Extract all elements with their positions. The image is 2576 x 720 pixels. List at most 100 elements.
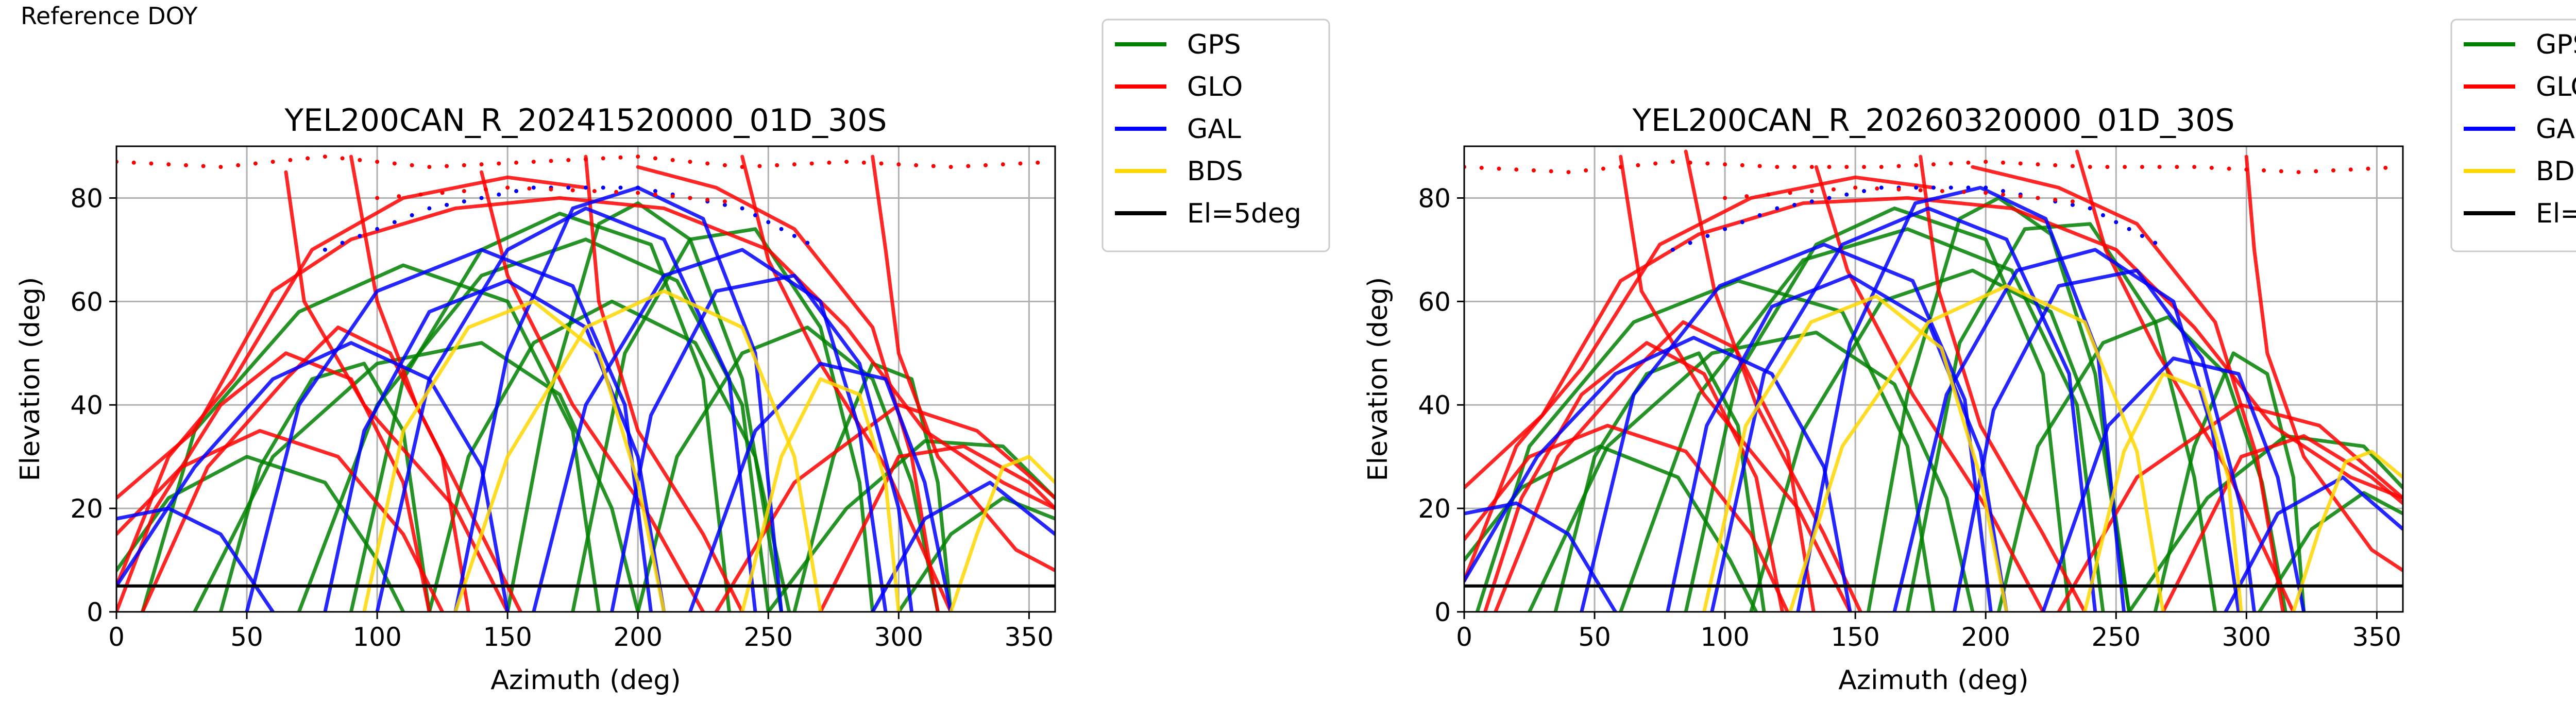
dot-glo-0 (844, 160, 849, 164)
x-tick-label: 100 (352, 622, 401, 652)
dot-gal-1 (653, 189, 657, 194)
dot-glo-0 (1618, 165, 1623, 169)
dot-glo-0 (2088, 165, 2092, 169)
dot-glo-2 (1809, 189, 1814, 194)
dot-glo-0 (705, 161, 710, 166)
dot-gal-1 (779, 227, 784, 231)
track-gps-9 (792, 362, 953, 612)
track-glo-24 (2161, 434, 2403, 612)
dot-gal-1 (1931, 185, 1936, 190)
dot-gal-1 (410, 213, 414, 217)
track-glo-18 (2244, 155, 2403, 573)
dot-glo-0 (879, 161, 884, 166)
dot-glo-0 (1984, 160, 1988, 164)
track-bds-38 (949, 455, 1055, 612)
dot-glo-0 (1879, 165, 1884, 169)
dot-glo-0 (1809, 165, 1814, 169)
y-tick-label: 80 (1418, 183, 1451, 213)
dot-glo-0 (1723, 162, 1727, 167)
dot-glo-0 (340, 156, 345, 161)
track-bds-37 (453, 289, 822, 612)
dot-glo-0 (1931, 162, 1936, 167)
dot-glo-0 (358, 158, 362, 162)
y-tick-label: 20 (1418, 494, 1451, 524)
dot-glo-0 (462, 163, 466, 167)
dot-gal-1 (805, 241, 810, 245)
dot-glo-0 (1001, 162, 1005, 167)
dot-glo-2 (1766, 192, 1771, 197)
dot-gal-1 (601, 185, 605, 190)
legend-box (2450, 19, 2576, 252)
dot-glo-0 (445, 164, 449, 168)
dot-glo-0 (2123, 165, 2127, 169)
dot-gal-1 (531, 185, 536, 190)
dot-glo-0 (323, 155, 327, 159)
x-tick-label: 250 (2092, 622, 2141, 652)
dot-glo-2 (1984, 191, 1988, 195)
track-bds-39 (1702, 294, 2009, 612)
dot-glo-0 (966, 164, 971, 168)
dot-glo-2 (1744, 194, 1749, 199)
dot-glo-0 (792, 162, 796, 167)
dot-glo-0 (1653, 161, 1658, 166)
dot-glo-0 (497, 161, 501, 166)
track-glo-15 (1619, 155, 1852, 612)
dot-glo-0 (1497, 166, 1501, 171)
dot-glo-0 (1966, 160, 1971, 165)
chart-panel-1: 0 50 100 150 200 250 300 350 0 20 40 60 80 YEL200CAN_… (15, 19, 1330, 696)
dot-gal-1 (636, 185, 640, 190)
legend-label-gps: GPS (1187, 29, 1241, 60)
legend-label-gps: GPS (2536, 29, 2576, 60)
x-tick-label: 300 (2222, 622, 2271, 652)
dot-glo-0 (270, 160, 275, 164)
dot-gal-1 (2001, 189, 2005, 194)
track-gps-2 (1475, 279, 1936, 612)
track-gps-3 (1997, 315, 2287, 612)
dot-glo-0 (166, 162, 171, 167)
track-gal-28 (245, 248, 653, 612)
x-tick-label: 100 (1700, 622, 1749, 652)
track-glo-21 (116, 351, 431, 612)
dot-glo-0 (2366, 166, 2370, 171)
dot-glo-2 (1940, 189, 1944, 194)
dot-gal-1 (1670, 247, 1675, 252)
dot-gal-1 (1809, 199, 1814, 204)
dot-glo-0 (1636, 163, 1640, 167)
track-glo-24 (819, 444, 1055, 612)
dot-gal-1 (2088, 206, 2092, 211)
dot-glo-0 (1018, 161, 1023, 166)
dot-gal-1 (753, 213, 757, 217)
dot-glo-0 (827, 160, 832, 165)
dot-glo-0 (740, 165, 744, 169)
x-tick-label: 150 (1831, 622, 1879, 652)
dot-glo-0 (2157, 165, 2162, 169)
track-bds-37 (1788, 284, 2165, 612)
dot-gal-1 (584, 185, 588, 190)
dot-glo-0 (1036, 160, 1040, 165)
dot-glo-0 (1775, 165, 1780, 169)
x-axis-label: Azimuth (deg) (1838, 665, 2028, 696)
x-tick-label: 350 (1005, 622, 1054, 652)
y-tick-label: 40 (70, 390, 103, 420)
dot-glo-0 (253, 161, 258, 166)
track-gal-35 (323, 279, 666, 612)
plot-area (116, 155, 1055, 612)
x-tick-label: 0 (1456, 622, 1472, 652)
track-gal-30 (116, 341, 510, 612)
track-gal-30 (1464, 336, 1852, 612)
dot-glo-0 (2279, 169, 2283, 174)
dot-glo-2 (505, 185, 510, 190)
legend-label-el-5deg: El=5deg (1187, 198, 1301, 229)
x-tick-label: 250 (744, 622, 793, 652)
dot-glo-0 (2175, 165, 2179, 169)
legend-label-glo: GLO (2536, 72, 2576, 102)
dot-gal-1 (514, 189, 519, 194)
track-glo-22 (1919, 155, 2087, 612)
track-glo-22 (584, 155, 744, 612)
dot-glo-0 (2140, 165, 2144, 169)
track-gal-29 (1892, 248, 2241, 612)
dot-gal-1 (1688, 241, 1692, 245)
y-tick-label: 0 (1434, 597, 1451, 627)
dot-glo-2 (1875, 186, 1879, 191)
track-gal-29 (532, 248, 888, 612)
